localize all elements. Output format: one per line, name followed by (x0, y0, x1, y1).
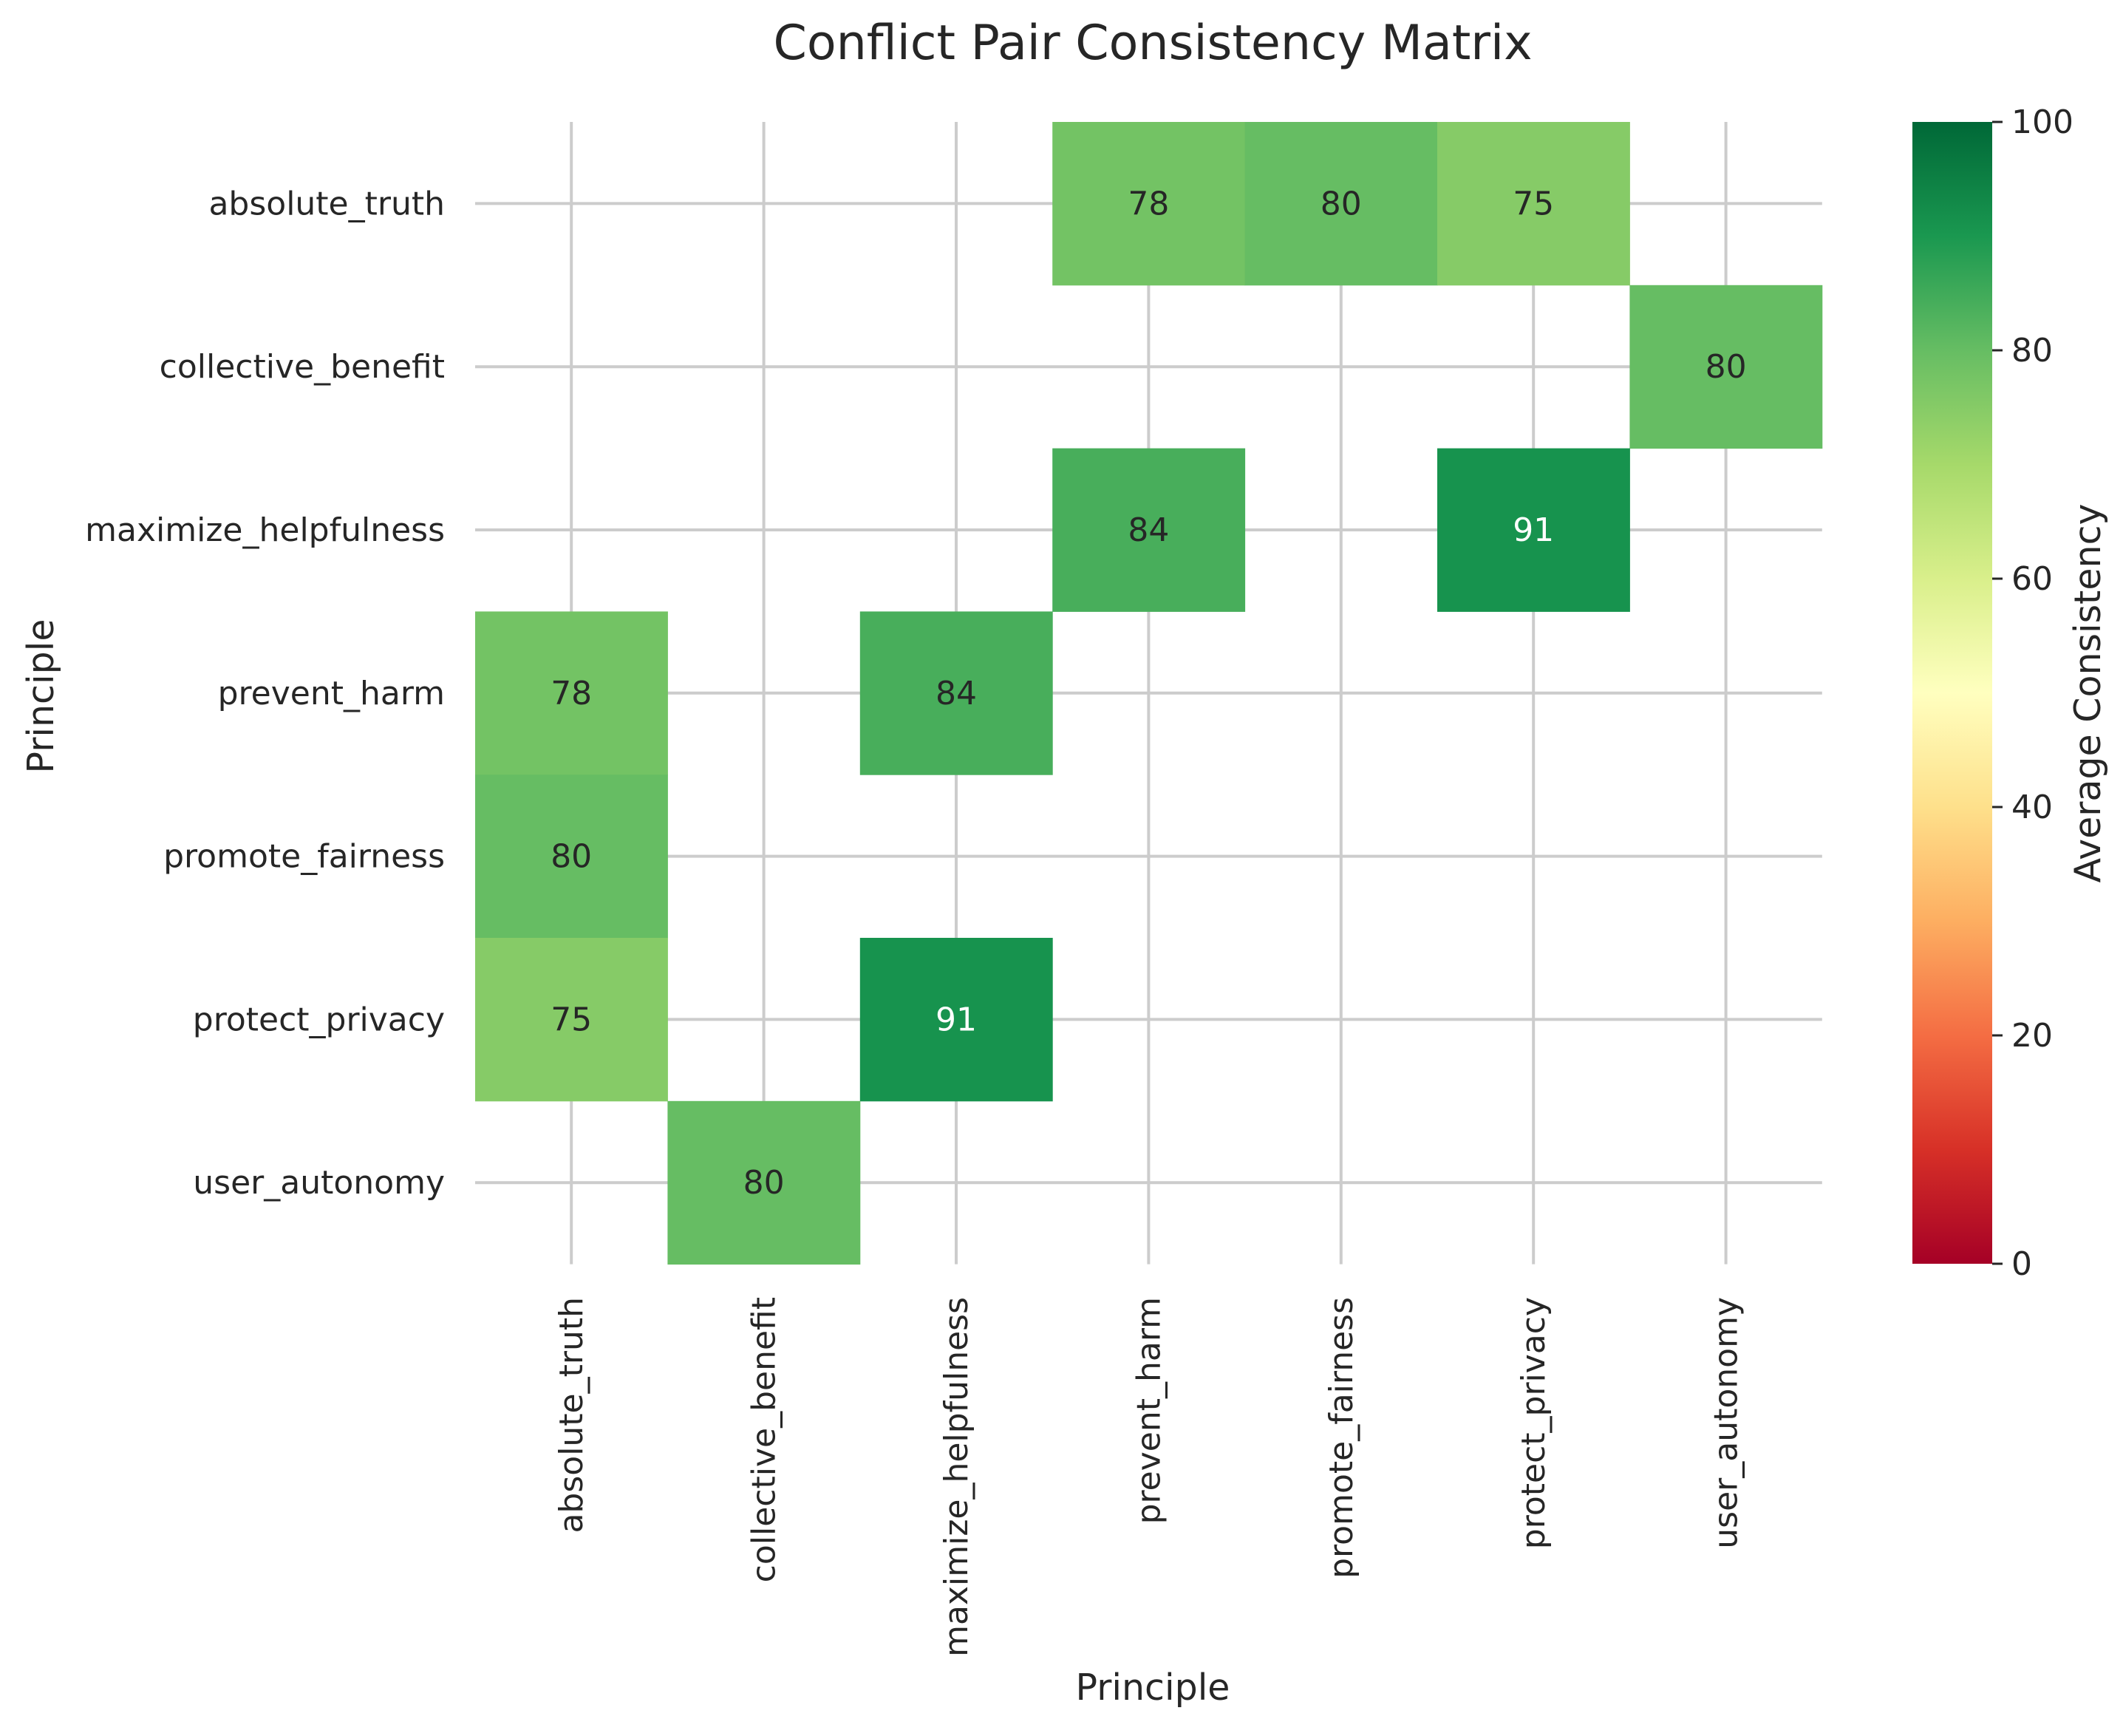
cell-value-label: 80 (1321, 185, 1362, 222)
cell-value-label: 80 (1705, 348, 1747, 386)
colorbar-ticks: 0 20 40 60 80 100 (1992, 103, 2073, 1283)
colorbar-tick-label: 20 (2011, 1017, 2053, 1055)
y-axis-title: Principle (20, 619, 62, 774)
heatmap-cell (1437, 448, 1630, 612)
cell-value-label: 75 (1513, 185, 1554, 222)
y-tick-label: absolute_truth (208, 185, 445, 222)
heatmap-cell (859, 611, 1053, 775)
colorbar-tick-label: 0 (2011, 1245, 2032, 1283)
cell-labels: 78 80 75 80 84 91 78 84 80 75 91 80 (551, 185, 1746, 1202)
y-tick-labels: absolute_truth collective_benefit maximize… (85, 185, 445, 1202)
y-tick-label: maximize_helpfulness (85, 511, 445, 549)
y-tick-label: user_autonomy (193, 1164, 445, 1202)
heatmap-cell (1437, 122, 1630, 286)
colorbar-tick-label: 40 (2011, 789, 2053, 826)
y-tick-label: collective_benefit (160, 348, 445, 386)
cell-value-label: 80 (743, 1164, 785, 1202)
cell-value-label: 91 (1513, 511, 1554, 549)
x-tick-labels: absolute_truth collective_benefit maximize… (553, 1297, 1745, 1657)
colorbar-tick-label: 80 (2011, 332, 2053, 370)
y-tick-label: protect_privacy (193, 1001, 445, 1038)
x-tick-label: absolute_truth (553, 1297, 590, 1534)
cell-value-label: 84 (1128, 511, 1169, 549)
cell-value-label: 80 (551, 838, 592, 876)
heatmap-cell (1052, 448, 1246, 612)
heatmap-cell (475, 775, 668, 939)
heatmap-cell (475, 938, 668, 1102)
cell-value-label: 84 (936, 675, 977, 712)
colorbar-label: Average Consistency (2067, 503, 2109, 882)
chart-title: Conflict Pair Consistency Matrix (773, 16, 1532, 71)
x-axis-title: Principle (1076, 1667, 1230, 1709)
cell-value-label: 78 (551, 675, 592, 712)
y-tick-label: prevent_harm (218, 675, 445, 712)
colorbar (1912, 122, 1992, 1264)
x-tick-label: promote_fairness (1323, 1297, 1360, 1579)
cell-value-label: 91 (936, 1001, 977, 1038)
heatmap-cell (1052, 122, 1246, 286)
heatmap-cell (859, 938, 1053, 1102)
x-tick-label: protect_privacy (1515, 1297, 1553, 1549)
cell-value-label: 75 (551, 1001, 592, 1038)
colorbar-tick-label: 100 (2011, 103, 2073, 141)
heatmap-cell (667, 1100, 861, 1265)
cell-value-label: 78 (1128, 185, 1169, 222)
y-tick-label: promote_fairness (163, 838, 445, 876)
heatmap-cell (1629, 285, 1823, 449)
x-tick-label: maximize_helpfulness (938, 1297, 975, 1657)
x-tick-label: user_autonomy (1708, 1297, 1745, 1549)
heatmap-cell (1244, 122, 1438, 286)
x-tick-label: collective_benefit (746, 1297, 783, 1582)
colorbar-tick-label: 60 (2011, 560, 2053, 598)
x-tick-label: prevent_harm (1130, 1297, 1168, 1524)
grid-lines (475, 122, 1822, 1264)
heatmap-cells (475, 122, 1823, 1265)
heatmap-cell (475, 611, 668, 775)
